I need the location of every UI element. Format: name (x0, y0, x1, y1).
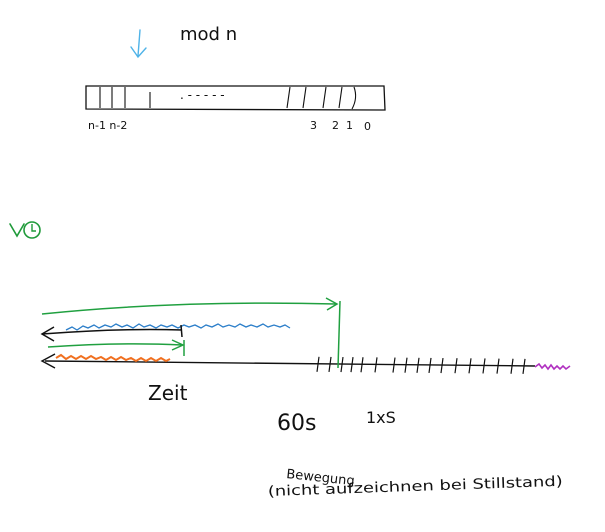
buffer-slots-left (99, 87, 151, 108)
motion-title: Bewegung (286, 467, 356, 489)
axis-ticks (316, 356, 526, 374)
down-arrow-icon (130, 29, 147, 59)
axis-tick (328, 356, 332, 372)
mod-n-label: mod n (180, 24, 237, 45)
axis-tick (404, 357, 408, 373)
axis-tick (496, 358, 500, 374)
label-rate: 1xS (366, 408, 396, 427)
index-2: 2 (332, 119, 339, 132)
zeit-label: Zeit (148, 381, 188, 405)
buffer-slots-right (286, 86, 357, 110)
orange-segment (55, 353, 171, 363)
axis-tick (510, 358, 514, 374)
axis-tick (316, 356, 320, 372)
timeline-axis (44, 360, 536, 367)
black-arrow (41, 328, 183, 335)
buffer-box (85, 85, 386, 111)
index-0: 0 (364, 120, 371, 133)
timeline-diagram: Zeit 60s 1xS Bewegung (nicht aufzeichnen… (40, 297, 571, 500)
axis-arrowhead-icon (40, 353, 56, 369)
blue-signal (65, 323, 291, 331)
axis-tick (428, 357, 432, 374)
axis-tick (340, 356, 344, 373)
index-1: 1 (346, 119, 353, 132)
axis-tick (350, 357, 354, 373)
axis-tick (468, 358, 472, 374)
axis-tick (482, 358, 486, 374)
buffer-dots: . - - - - - (180, 88, 225, 102)
green-arrowhead-icon (325, 297, 339, 311)
index-3: 3 (310, 119, 317, 132)
clock-check-icon (9, 221, 41, 239)
black-arrow-endcap (180, 324, 183, 338)
label-60s: 60s (277, 411, 316, 436)
purple-segment (534, 362, 571, 371)
black-arrowhead-icon (40, 326, 55, 342)
axis-tick (360, 357, 364, 373)
green-long-arrow (41, 302, 337, 315)
green-vertical-marker (337, 300, 341, 369)
left-indices: n-1 n-2 (88, 119, 127, 132)
ring-buffer-diagram: mod n . - - - - - n-1 n-2 3 2 (85, 24, 386, 133)
green-short-arrow (47, 343, 183, 348)
axis-tick (440, 357, 444, 374)
axis-tick (454, 358, 458, 374)
axis-tick (392, 357, 396, 373)
axis-tick (416, 357, 420, 373)
green-short-arrowhead-icon (171, 339, 185, 351)
axis-tick (374, 357, 378, 373)
axis-tick (522, 358, 526, 374)
right-indices: 3 2 1 0 (310, 119, 371, 133)
